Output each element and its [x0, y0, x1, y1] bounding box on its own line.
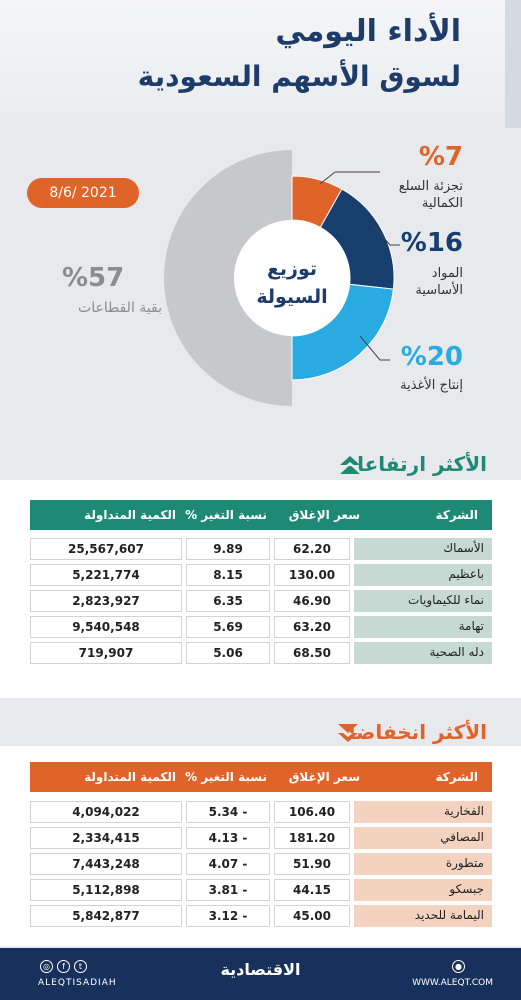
- slice-label-3: إنتاج الأغذية: [400, 378, 463, 393]
- page-title: الأداء اليومي: [275, 14, 461, 49]
- volume-cell: 5,112,898: [30, 879, 182, 901]
- liquidity-donut-chart: توزيع السيولة: [164, 150, 400, 406]
- losers-title: الأكثر انخفاضا: [348, 720, 487, 744]
- donut-center-line2: السيولة: [256, 286, 327, 308]
- volume-cell: 25,567,607: [30, 538, 182, 560]
- company-cell: الأسماك: [354, 538, 492, 560]
- donut-center: [234, 220, 350, 336]
- slice-pct-2: %16: [400, 228, 463, 258]
- volume-cell: 2,334,415: [30, 827, 182, 849]
- close-cell: 44.15: [274, 879, 350, 901]
- table-row: دله الصحية 68.50 5.06 719,907: [30, 642, 492, 664]
- up-arrow-icon: [340, 456, 360, 474]
- page-subtitle: لسوق الأسهم السعودية: [137, 60, 461, 93]
- close-cell: 68.50: [274, 642, 350, 664]
- volume-cell: 5,842,877: [30, 905, 182, 927]
- col-close: سعر الإغلاق: [288, 770, 360, 784]
- change-cell: 4.13 -: [186, 827, 270, 849]
- leader-line-2: [372, 224, 400, 246]
- volume-cell: 719,907: [30, 642, 182, 664]
- change-cell: 3.12 -: [186, 905, 270, 927]
- col-close: سعر الإغلاق: [288, 508, 360, 522]
- slice-pct-3: %20: [400, 342, 463, 372]
- company-cell: جبسكو: [354, 879, 492, 901]
- change-cell: 9.89: [186, 538, 270, 560]
- close-cell: 106.40: [274, 801, 350, 823]
- volume-cell: 9,540,548: [30, 616, 182, 638]
- header-accent-band: [505, 0, 521, 128]
- leader-line-3: [359, 335, 390, 361]
- losers-table-header: الشركة سعر الإغلاق نسبة التغير % الكمية …: [30, 762, 492, 792]
- close-cell: 45.00: [274, 905, 350, 927]
- slice-pct-4: %57: [62, 263, 125, 293]
- table-row: اليمامة للحديد 45.00 3.12 -5,842,877: [30, 905, 492, 927]
- col-volume: الكمية المتداولة: [84, 508, 176, 522]
- facebook-icon[interactable]: f: [57, 960, 70, 973]
- slice-label-4: بقية القطاعات: [78, 300, 162, 316]
- change-cell: 5.34 -: [186, 801, 270, 823]
- change-cell: 8.15: [186, 564, 270, 586]
- slice-label-2: المواد الأساسية: [415, 266, 463, 298]
- col-company: الشركة: [435, 770, 478, 784]
- close-cell: 130.00: [274, 564, 350, 586]
- table-row: جبسكو 44.15 3.81 -5,112,898: [30, 879, 492, 901]
- table-row: متطورة 51.90 4.07 -7,443,248: [30, 853, 492, 875]
- company-cell: متطورة: [354, 853, 492, 875]
- volume-cell: 7,443,248: [30, 853, 182, 875]
- instagram-icon[interactable]: ◎: [40, 960, 53, 973]
- down-arrow-icon: [338, 724, 358, 742]
- brand-logo: الاقتصادية: [220, 960, 301, 979]
- header: الأداء اليومي لسوق الأسهم السعودية: [0, 0, 521, 128]
- volume-cell: 5,221,774: [30, 564, 182, 586]
- company-cell: الفخارية: [354, 801, 492, 823]
- social-handle[interactable]: ALEQTISADIAH: [38, 978, 117, 988]
- twitter-icon[interactable]: t: [74, 960, 87, 973]
- table-row: الأسماك 62.20 9.89 25,567,607: [30, 538, 492, 560]
- close-cell: 46.90: [274, 590, 350, 612]
- change-cell: 4.07 -: [186, 853, 270, 875]
- col-change: نسبة التغير %: [185, 508, 267, 522]
- website-link[interactable]: WWW.ALEQT.COM: [412, 978, 493, 988]
- col-company: الشركة: [435, 508, 478, 522]
- change-cell: 5.69: [186, 616, 270, 638]
- volume-cell: 2,823,927: [30, 590, 182, 612]
- table-row: الفخارية 106.40 5.34 -4,094,022: [30, 801, 492, 823]
- company-cell: تهامة: [354, 616, 492, 638]
- col-change: نسبة التغير %: [185, 770, 267, 784]
- donut-slice-other-sectors: [164, 150, 292, 406]
- footer: ◎ f t ALEQTISADIAH الاقتصادية ● WWW.ALEQ…: [0, 948, 521, 1000]
- col-volume: الكمية المتداولة: [84, 770, 176, 784]
- table-row: المصافي 181.20 4.13 -2,334,415: [30, 827, 492, 849]
- company-cell: دله الصحية: [354, 642, 492, 664]
- gainers-title: الأكثر ارتفاعا: [357, 452, 487, 476]
- donut-center-line1: توزيع: [267, 258, 317, 280]
- table-row: تهامة 63.20 5.69 9,540,548: [30, 616, 492, 638]
- volume-cell: 4,094,022: [30, 801, 182, 823]
- slice-pct-1: %7: [418, 142, 463, 172]
- close-cell: 181.20: [274, 827, 350, 849]
- table-row: نماء للكيماويات 46.90 6.35 2,823,927: [30, 590, 492, 612]
- table-row: باعظيم 130.00 8.15 5,221,774: [30, 564, 492, 586]
- change-cell: 5.06: [186, 642, 270, 664]
- close-cell: 63.20: [274, 616, 350, 638]
- company-cell: المصافي: [354, 827, 492, 849]
- slice-label-1: تجزئة السلع الكمالية: [398, 179, 463, 211]
- company-cell: نماء للكيماويات: [354, 590, 492, 612]
- close-cell: 51.90: [274, 853, 350, 875]
- change-cell: 6.35: [186, 590, 270, 612]
- close-cell: 62.20: [274, 538, 350, 560]
- company-cell: اليمامة للحديد: [354, 905, 492, 927]
- date-badge: 8/6/ 2021: [27, 178, 139, 208]
- change-cell: 3.81 -: [186, 879, 270, 901]
- globe-icon: ●: [452, 960, 465, 973]
- gainers-table-header: الشركة سعر الإغلاق نسبة التغير % الكمية …: [30, 500, 492, 530]
- company-cell: باعظيم: [354, 564, 492, 586]
- leader-line-1: [319, 171, 380, 185]
